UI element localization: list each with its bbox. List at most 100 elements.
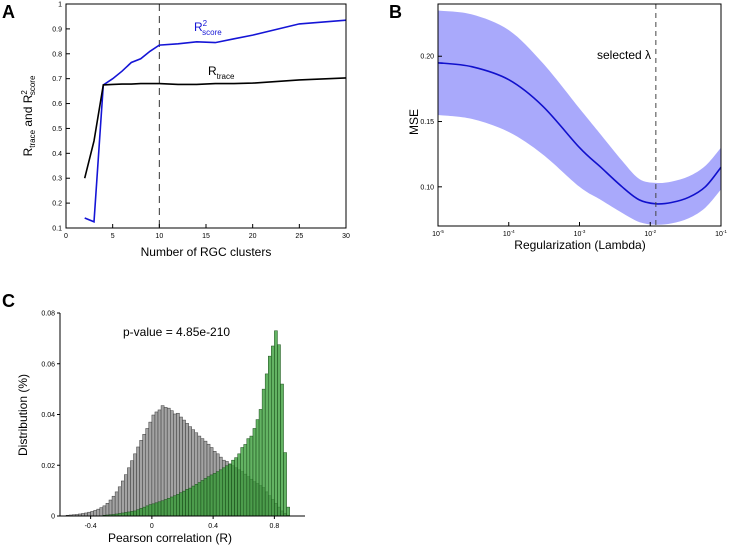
panel-a-ylabel: Rtrace and R2score <box>20 75 37 156</box>
histogram-bar-green <box>212 473 217 517</box>
panel-a-ytick-label: 0.1 <box>52 226 62 233</box>
histogram-bar-green <box>166 497 171 517</box>
series-line-score <box>84 19 347 223</box>
p-value-annotation: p-value = 4.85e-210 <box>123 325 230 339</box>
histogram-bar-gray <box>117 486 122 517</box>
panel-b-ytick-label: 0.10 <box>420 184 434 191</box>
legend-entry-score: R2 score <box>194 19 222 37</box>
histogram-bar-green <box>268 355 272 517</box>
histogram-bar-green <box>274 330 278 517</box>
histogram-bar-green <box>151 503 156 517</box>
histogram-bar-green <box>148 504 153 517</box>
panel-c-ytick-label: 0.02 <box>41 463 55 470</box>
panel-a-xtick-label: 10 <box>155 233 163 240</box>
histogram-bar-gray <box>90 511 94 517</box>
histogram-bar-green <box>286 506 290 517</box>
panel-b-mean-line <box>437 62 722 205</box>
panel-b-xtick-label: 10-5 <box>432 229 444 238</box>
panel-c: C -0.4 0 0.4 0.8 0 0.02 0.04 0.06 0.08 p-value … <box>2 291 305 545</box>
histogram-bar-green <box>231 459 235 517</box>
panel-b-xtick-label: 10-2 <box>644 229 656 238</box>
histogram-bar-green <box>258 409 263 517</box>
histogram-bar-green <box>234 457 238 517</box>
histogram-bar-green <box>240 447 245 517</box>
histogram-bar-gray <box>154 411 159 517</box>
histogram-bar-green <box>163 499 168 517</box>
histogram-bar-gray <box>111 495 116 517</box>
histogram-bar-green <box>264 373 269 517</box>
panel-b-ytick-label: 0.15 <box>420 119 434 126</box>
histogram-bar-green <box>157 501 162 517</box>
histogram-bar-green <box>222 467 226 517</box>
histogram-bar-green <box>191 485 196 517</box>
histogram-bar-gray <box>102 505 107 517</box>
panel-b-ytick-label: 0.20 <box>420 54 434 61</box>
panel-a: A 0 5 10 15 20 25 30 0.1 0.2 0.3 0.4 0.5 0.6 0.7 0.8 0… <box>2 2 350 260</box>
histogram-bar-green <box>182 490 186 517</box>
panel-a-xtick-label: 25 <box>295 233 303 240</box>
panel-a-xtick-label: 30 <box>342 233 350 240</box>
panel-a-ytick-label: 0.8 <box>52 51 62 58</box>
panel-c-xlabel: Pearson correlation (R) <box>108 531 232 545</box>
histogram-bar-green <box>154 502 159 517</box>
panel-a-letter: A <box>2 2 15 22</box>
histogram-bar-gray <box>96 508 101 517</box>
histogram-bar-green <box>225 465 229 517</box>
histogram-bar-green <box>179 492 183 517</box>
histogram-bar-green <box>249 435 254 517</box>
panel-b-xtick-label: 10-4 <box>503 229 515 238</box>
histogram-bar-green <box>136 509 140 517</box>
histogram-bar-green <box>209 474 214 517</box>
panel-a-ytick-label: 0.5 <box>52 126 62 133</box>
histogram-bar-green <box>228 463 232 517</box>
panel-c-ylabel: Distribution (%) <box>16 374 30 456</box>
panel-b-xtick-label: 10-3 <box>574 229 586 238</box>
label-r-trace: Rtrace <box>208 64 235 81</box>
histogram-bar-green <box>145 505 150 517</box>
panel-b-xlabel: Regularization (Lambda) <box>514 238 645 252</box>
histogram-bar-gray <box>127 467 131 517</box>
histogram-bar-green <box>203 478 208 517</box>
series-line-trace <box>83 77 347 179</box>
panel-c-ytick-label: 0.04 <box>41 412 55 419</box>
panel-a-ytick-label: 0.9 <box>52 26 62 33</box>
selected-lambda-label: selected λ <box>597 48 651 62</box>
panel-b-letter: B <box>389 2 402 22</box>
histogram-bar-green <box>246 438 251 517</box>
histogram-bar-green <box>219 469 223 517</box>
panel-c-xtick-label: 0 <box>150 523 154 530</box>
panel-a-ytick-label: 0.2 <box>52 201 62 208</box>
histogram-bar-green <box>139 508 143 517</box>
histogram-bar-green <box>283 452 287 517</box>
histogram-bar-green <box>252 428 257 517</box>
panel-c-ytick-label: 0 <box>51 514 55 521</box>
panel-b-ylabel: MSE <box>407 109 421 135</box>
panel-a-frame <box>65 3 347 229</box>
panel-c-ytick-label: 0.08 <box>41 311 55 318</box>
panel-c-ytick-label: 0.06 <box>41 361 55 368</box>
panel-a-ytick-label: 0.6 <box>52 101 62 108</box>
histogram-bar-gray <box>133 453 137 517</box>
histogram-bar-gray <box>114 491 119 517</box>
histogram-bar-gray <box>108 499 113 517</box>
histogram-bar-green <box>130 511 134 517</box>
histogram-bar-gray <box>148 421 153 517</box>
histogram-bar-green <box>188 487 192 517</box>
panel-a-xlabel: Number of RGC clusters <box>141 245 272 259</box>
histogram-bar-green <box>215 471 220 517</box>
panel-a-ytick-label: 0.3 <box>52 176 62 183</box>
histogram-bar-gray <box>124 474 128 517</box>
histogram-bar-green <box>243 444 248 517</box>
panel-c-xtick-label: 0.8 <box>270 523 280 530</box>
panel-c-xtick-label: -0.4 <box>85 523 97 530</box>
histogram-bar-gray <box>139 440 143 517</box>
panel-a-xtick-label: 0 <box>64 233 68 240</box>
histogram-bar-green <box>271 345 275 517</box>
histogram-bar-green <box>185 489 189 517</box>
panel-b-xtick-label: 10-1 <box>715 229 727 238</box>
histogram-bar-gray <box>99 507 104 517</box>
panel-a-xtick-label: 15 <box>202 233 210 240</box>
histogram-bar-gray <box>151 414 156 517</box>
histogram-bar-green <box>173 495 177 517</box>
